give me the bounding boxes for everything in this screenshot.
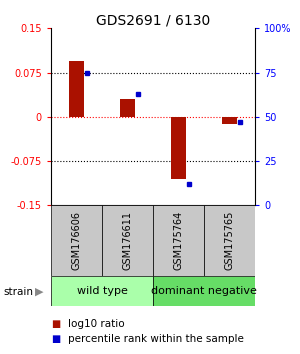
Bar: [153, 276, 255, 306]
Bar: [153, 205, 204, 276]
Text: GSM175765: GSM175765: [224, 211, 235, 270]
Bar: [120, 99, 135, 117]
Text: wild type: wild type: [76, 286, 128, 296]
Bar: [222, 117, 237, 124]
Bar: [51, 276, 153, 306]
Title: GDS2691 / 6130: GDS2691 / 6130: [96, 13, 210, 27]
Text: ▶: ▶: [34, 287, 43, 297]
Text: dominant negative: dominant negative: [151, 286, 257, 296]
Text: ■: ■: [51, 319, 60, 329]
Text: GSM176606: GSM176606: [71, 211, 82, 270]
Text: percentile rank within the sample: percentile rank within the sample: [68, 334, 243, 344]
Bar: [204, 205, 255, 276]
Bar: [69, 61, 84, 117]
Bar: [51, 205, 102, 276]
Text: log10 ratio: log10 ratio: [68, 319, 124, 329]
Bar: [102, 205, 153, 276]
Bar: [171, 117, 186, 179]
Text: GSM175764: GSM175764: [173, 211, 184, 270]
Text: ■: ■: [51, 334, 60, 344]
Text: strain: strain: [3, 287, 33, 297]
Text: GSM176611: GSM176611: [122, 211, 133, 270]
